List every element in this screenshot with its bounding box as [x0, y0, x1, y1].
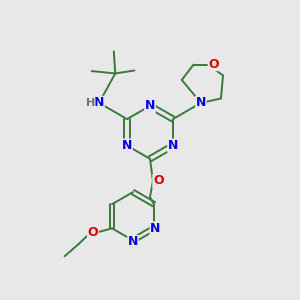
Text: O: O — [208, 58, 219, 70]
Text: N: N — [94, 96, 104, 110]
Text: N: N — [150, 222, 160, 235]
Text: O: O — [88, 226, 98, 238]
Text: N: N — [145, 99, 155, 112]
Text: N: N — [128, 236, 138, 248]
Text: H: H — [85, 98, 95, 108]
Text: N: N — [122, 139, 132, 152]
Text: O: O — [153, 174, 164, 188]
Text: N: N — [196, 96, 206, 110]
Text: N: N — [168, 139, 178, 152]
